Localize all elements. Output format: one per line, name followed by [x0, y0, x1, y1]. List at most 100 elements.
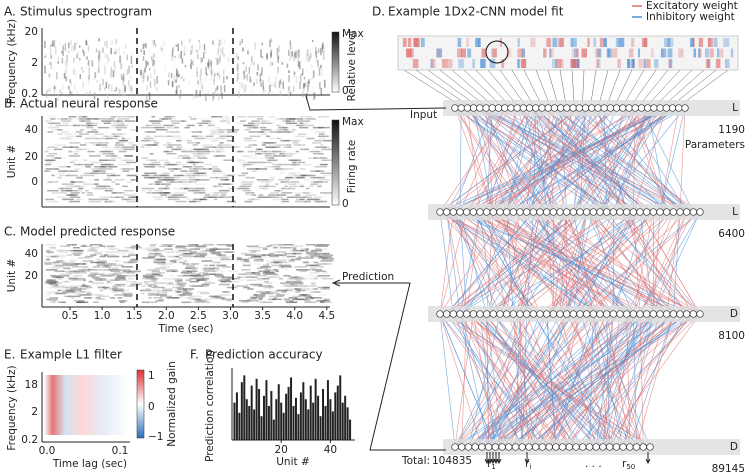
texture [300, 174, 307, 177]
texture [98, 55, 101, 63]
texture [111, 133, 116, 135]
texture [151, 40, 154, 48]
texture [214, 192, 228, 194]
texture [181, 155, 190, 157]
texture [175, 251, 180, 253]
texture [140, 71, 143, 75]
texture [157, 135, 170, 138]
texture [274, 166, 281, 168]
texture [312, 86, 315, 94]
texture [80, 174, 87, 177]
node [576, 310, 584, 318]
texture [85, 174, 95, 177]
texture [140, 49, 143, 52]
texture [296, 135, 305, 138]
texture [308, 185, 314, 188]
texture [99, 196, 112, 198]
texture [159, 166, 165, 168]
texture [119, 252, 125, 255]
colorbar [331, 31, 340, 93]
filter-tile [669, 59, 672, 68]
bar [302, 382, 305, 440]
texture [173, 187, 184, 190]
texture [299, 81, 301, 89]
texture [277, 66, 279, 74]
texture [69, 194, 77, 196]
texture [199, 300, 208, 302]
texture [121, 266, 133, 268]
texture [51, 44, 53, 47]
connection [446, 211, 514, 315]
texture [174, 55, 176, 59]
texture [160, 292, 168, 295]
connection [461, 107, 614, 213]
texture [220, 280, 232, 283]
texture [87, 135, 96, 138]
texture [97, 60, 100, 68]
texture [123, 51, 126, 54]
texture [77, 269, 84, 271]
node [596, 208, 604, 216]
connection [639, 211, 694, 315]
texture [279, 264, 292, 267]
texture [217, 183, 221, 185]
texture [254, 294, 266, 296]
texture [62, 157, 67, 159]
texture [184, 65, 187, 68]
texture [180, 282, 187, 284]
filter-tile [549, 48, 554, 58]
texture [280, 260, 287, 262]
node [449, 310, 457, 318]
texture [98, 260, 107, 262]
node [616, 310, 624, 318]
texture [295, 245, 303, 247]
texture [303, 82, 306, 88]
texture [189, 280, 199, 283]
texture [225, 277, 237, 280]
bar [341, 402, 344, 440]
texture [265, 183, 270, 185]
texture [270, 274, 281, 277]
texture [143, 43, 146, 47]
texture [49, 47, 52, 55]
texture [207, 122, 212, 125]
texture [223, 159, 233, 161]
texture [113, 135, 120, 138]
texture [45, 168, 58, 170]
texture [283, 244, 294, 246]
connection [566, 107, 667, 213]
texture [63, 72, 66, 79]
filter-tile [716, 48, 720, 58]
texture [54, 146, 60, 148]
node [676, 208, 684, 216]
texture [193, 192, 205, 194]
connection [586, 211, 674, 315]
texture [106, 280, 111, 283]
texture [94, 179, 99, 181]
texture [290, 159, 298, 161]
node [505, 443, 513, 451]
texture [193, 155, 200, 157]
texture [295, 124, 305, 127]
texture [144, 131, 157, 133]
texture [122, 170, 130, 172]
node [507, 104, 515, 112]
y-tick-label: 20 [25, 270, 38, 282]
texture [126, 54, 128, 61]
texture [73, 57, 75, 63]
node [543, 208, 551, 216]
texture [197, 152, 210, 155]
texture [157, 272, 166, 274]
texture [266, 135, 271, 138]
texture [237, 150, 244, 153]
texture [298, 126, 309, 129]
node [696, 310, 704, 318]
texture [278, 244, 285, 246]
texture [47, 181, 54, 183]
texture [265, 282, 273, 284]
texture [46, 291, 58, 293]
texture [154, 198, 162, 201]
texture [193, 200, 197, 203]
texture [67, 276, 76, 278]
texture [67, 50, 70, 54]
